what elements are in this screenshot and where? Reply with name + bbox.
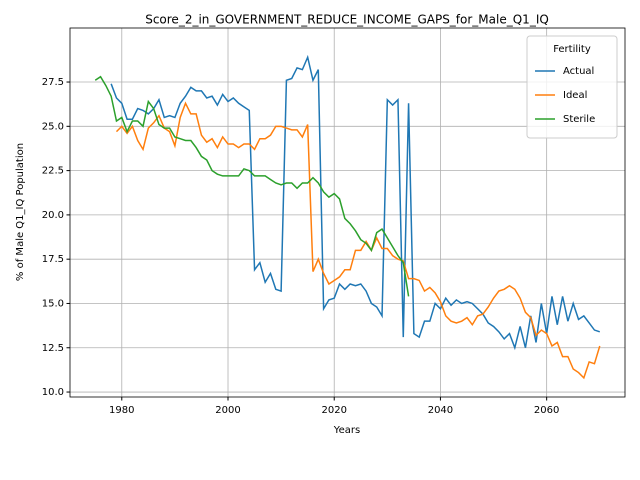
y-tick-label: 17.5 xyxy=(42,254,64,265)
legend-label: Sterile xyxy=(563,114,595,125)
series-line xyxy=(115,101,601,380)
legend-box xyxy=(526,35,618,139)
x-tick-label: 1980 xyxy=(109,405,134,416)
series-line xyxy=(110,54,601,351)
legend-label: Ideal xyxy=(563,90,587,101)
y-tick-label: 25.0 xyxy=(42,121,64,132)
y-tick-label: 20.0 xyxy=(42,210,64,221)
y-tick-label: 12.5 xyxy=(42,343,64,354)
y-axis-label: % of Male Q1_IQ Population xyxy=(15,143,26,281)
chart-title: Score_2_in_GOVERNMENT_REDUCE_INCOME_GAPS… xyxy=(145,13,549,27)
legend-title: Fertility xyxy=(553,44,591,55)
plot-frame xyxy=(69,27,626,398)
y-tick-label: 10.0 xyxy=(42,387,64,398)
x-tick-label: 2020 xyxy=(321,405,346,416)
x-tick-label: 2060 xyxy=(534,405,559,416)
y-tick-label: 15.0 xyxy=(42,298,64,309)
series-line xyxy=(94,75,410,297)
legend-label: Actual xyxy=(563,66,594,77)
y-tick-label: 22.5 xyxy=(42,166,64,177)
x-tick-label: 2040 xyxy=(428,405,453,416)
x-tick-label: 2000 xyxy=(215,405,240,416)
x-axis-label: Years xyxy=(333,425,360,436)
y-tick-label: 27.5 xyxy=(42,77,64,88)
